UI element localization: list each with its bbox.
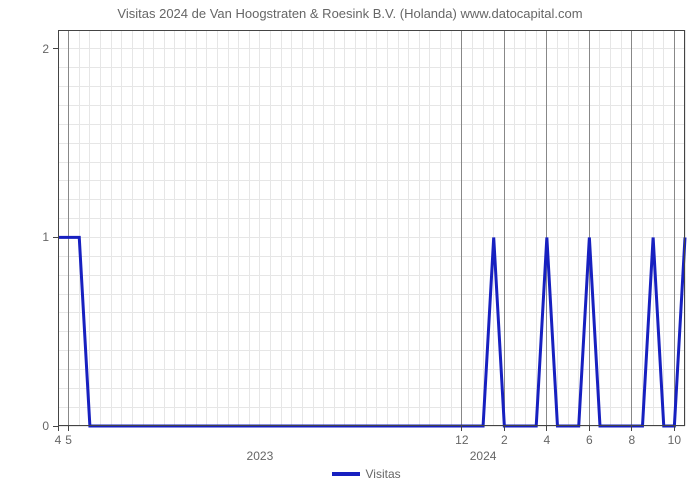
chart-container: Visitas 2024 de Van Hoogstraten & Roesin… bbox=[0, 0, 700, 500]
x-tick bbox=[631, 426, 632, 431]
x-axis-label: 2 bbox=[501, 433, 508, 447]
x-axis-label: 4 bbox=[55, 433, 62, 447]
series-line bbox=[58, 237, 685, 426]
data-line bbox=[58, 30, 685, 426]
y-tick bbox=[53, 426, 58, 427]
x-tick bbox=[546, 426, 547, 431]
legend-swatch bbox=[332, 472, 360, 476]
y-tick bbox=[53, 48, 58, 49]
x-axis-label: 8 bbox=[629, 433, 636, 447]
x-axis-label: 10 bbox=[668, 433, 681, 447]
y-axis-label: 0 bbox=[42, 419, 49, 433]
x-axis-label: 4 bbox=[544, 433, 551, 447]
x-tick bbox=[58, 426, 59, 431]
legend-label: Visitas bbox=[366, 467, 401, 481]
plot-area bbox=[58, 30, 685, 426]
x-tick bbox=[68, 426, 69, 431]
x-tick bbox=[504, 426, 505, 431]
legend: Visitas bbox=[332, 467, 401, 481]
x-axis-label: 5 bbox=[65, 433, 72, 447]
x-tick bbox=[589, 426, 590, 431]
y-tick bbox=[53, 237, 58, 238]
x-tick bbox=[674, 426, 675, 431]
x-tick bbox=[461, 426, 462, 431]
x-axis-year-label: 2024 bbox=[470, 449, 497, 463]
x-axis-label: 12 bbox=[455, 433, 468, 447]
chart-title: Visitas 2024 de Van Hoogstraten & Roesin… bbox=[0, 6, 700, 21]
y-axis-label: 1 bbox=[42, 230, 49, 244]
x-axis-year-label: 2023 bbox=[247, 449, 274, 463]
y-axis-label: 2 bbox=[42, 42, 49, 56]
x-axis-label: 6 bbox=[586, 433, 593, 447]
